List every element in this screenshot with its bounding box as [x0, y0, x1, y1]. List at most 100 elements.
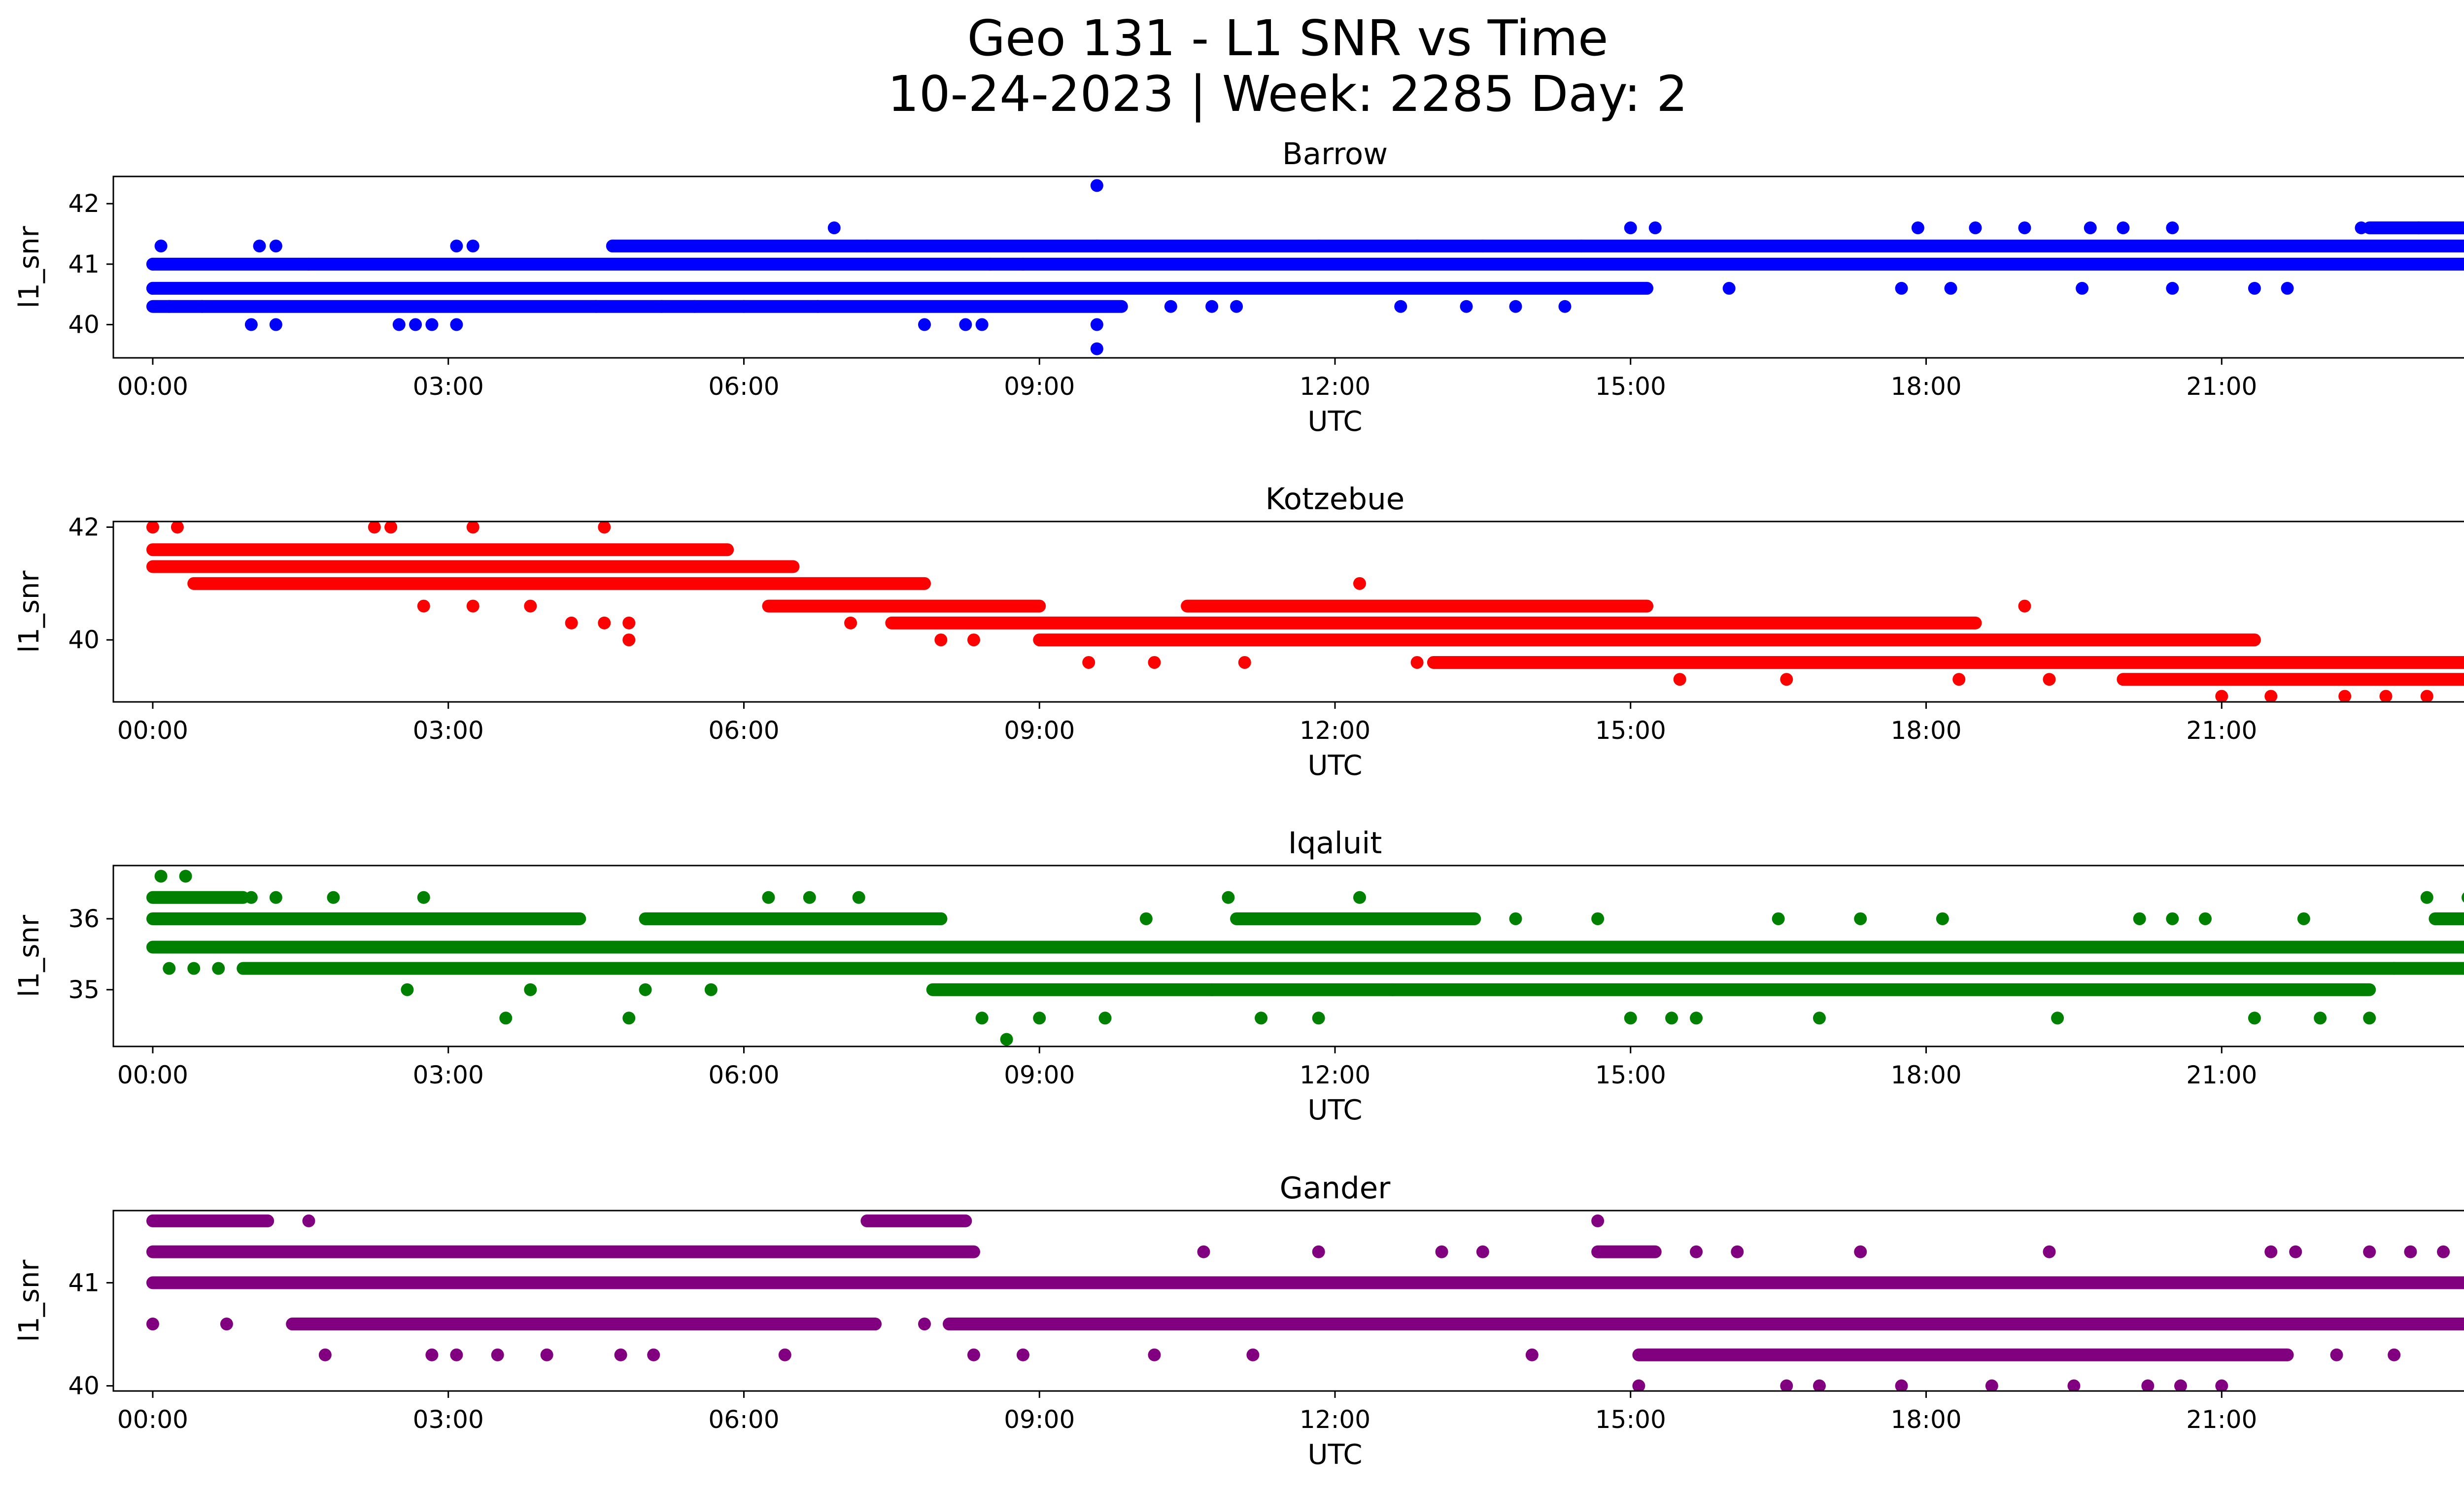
data-point	[688, 300, 701, 313]
data-point	[1624, 1011, 1637, 1025]
data-point	[1854, 1245, 1867, 1258]
data-point	[1082, 656, 1095, 669]
data-point	[466, 240, 479, 253]
series-points	[146, 1214, 2464, 1391]
x-tick-label: 00:00	[117, 716, 188, 745]
data-point	[1493, 656, 1506, 669]
data-point	[1312, 1245, 1325, 1258]
x-axis-label: UTC	[1307, 750, 1362, 782]
x-axis-label: UTC	[1307, 1439, 1362, 1471]
x-axis-label: UTC	[1307, 406, 1362, 438]
data-point	[146, 1318, 159, 1331]
subplot-title: Iqaluit	[1288, 826, 1382, 861]
data-point	[1246, 1348, 1260, 1361]
y-tick-label: 42	[68, 513, 100, 541]
series-points	[146, 869, 2464, 1046]
data-point	[1574, 240, 1588, 253]
x-axis-label: UTC	[1307, 1094, 1362, 1126]
data-point	[2215, 1379, 2228, 1391]
data-point	[2043, 1245, 2056, 1258]
series-points	[146, 179, 2464, 355]
y-tick-label: 41	[68, 1268, 100, 1297]
x-tick-label: 21:00	[2186, 716, 2257, 745]
y-axis-label: l1_snr	[13, 226, 45, 309]
data-point	[1476, 240, 1489, 253]
data-point	[2297, 912, 2310, 925]
data-point	[524, 599, 537, 613]
data-point	[2076, 281, 2089, 295]
data-point	[1230, 300, 1243, 313]
data-point	[737, 300, 751, 313]
subplot-title: Kotzebue	[1266, 482, 1405, 517]
data-point	[1148, 656, 1161, 669]
x-tick-label: 03:00	[413, 716, 484, 745]
x-tick-label: 09:00	[1004, 372, 1075, 401]
data-point	[984, 257, 997, 271]
subplot-title: Barrow	[1282, 137, 1388, 172]
data-point	[2379, 690, 2393, 702]
data-point	[2117, 221, 2130, 235]
data-point	[146, 257, 159, 271]
x-tick-label: 09:00	[1004, 716, 1075, 745]
data-point	[1033, 1011, 1046, 1025]
data-point	[1090, 179, 1103, 192]
data-point	[392, 318, 406, 331]
data-point	[2420, 690, 2433, 702]
data-point	[1509, 912, 1522, 925]
data-point	[1410, 656, 1424, 669]
data-point	[2289, 1245, 2302, 1258]
data-point	[146, 522, 159, 534]
data-point	[2043, 673, 2056, 686]
data-point	[934, 633, 948, 647]
x-tick-label: 21:00	[2186, 1405, 2257, 1434]
data-point	[450, 240, 463, 253]
data-point	[2420, 891, 2433, 904]
x-tick-label: 09:00	[1004, 1061, 1075, 1089]
x-tick-label: 21:00	[2186, 372, 2257, 401]
x-tick-label: 06:00	[708, 1061, 779, 1089]
data-point	[1353, 577, 1366, 590]
data-point	[450, 318, 463, 331]
data-point	[1731, 1245, 1744, 1258]
data-point	[1476, 1245, 1489, 1258]
y-axis-label: l1_snr	[13, 570, 45, 653]
data-point	[417, 891, 430, 904]
data-point	[704, 983, 718, 996]
data-point	[598, 522, 611, 534]
data-point	[2388, 1348, 2401, 1361]
y-axis-label: l1_snr	[13, 1259, 45, 1342]
data-point	[1255, 1011, 1268, 1025]
x-tick-label: 15:00	[1595, 716, 1666, 745]
data-point	[146, 281, 159, 295]
data-point	[967, 1348, 980, 1361]
data-point	[1591, 912, 1605, 925]
data-point	[1722, 281, 1736, 295]
data-point	[302, 1214, 315, 1227]
data-point	[2314, 1011, 2327, 1025]
data-point	[1386, 983, 1399, 996]
x-tick-label: 12:00	[1300, 372, 1370, 401]
y-tick-label: 35	[68, 975, 100, 1004]
data-point	[2084, 221, 2097, 235]
data-point	[1312, 1011, 1325, 1025]
data-point	[1205, 983, 1219, 996]
data-point	[450, 1348, 463, 1361]
data-point	[1090, 342, 1103, 355]
data-point	[244, 318, 258, 331]
data-point	[2388, 962, 2401, 975]
y-tick-label: 41	[68, 250, 100, 278]
data-point	[154, 240, 168, 253]
data-point	[2248, 281, 2261, 295]
data-point	[1139, 912, 1153, 925]
data-point	[269, 891, 282, 904]
data-point	[409, 318, 422, 331]
data-point	[860, 240, 874, 253]
data-point	[967, 633, 980, 647]
data-point	[836, 1318, 849, 1331]
data-point	[1673, 673, 1686, 686]
data-point	[1164, 300, 1177, 313]
data-point	[622, 1011, 636, 1025]
data-point	[154, 869, 168, 883]
data-point	[2281, 281, 2294, 295]
data-point	[918, 1318, 931, 1331]
